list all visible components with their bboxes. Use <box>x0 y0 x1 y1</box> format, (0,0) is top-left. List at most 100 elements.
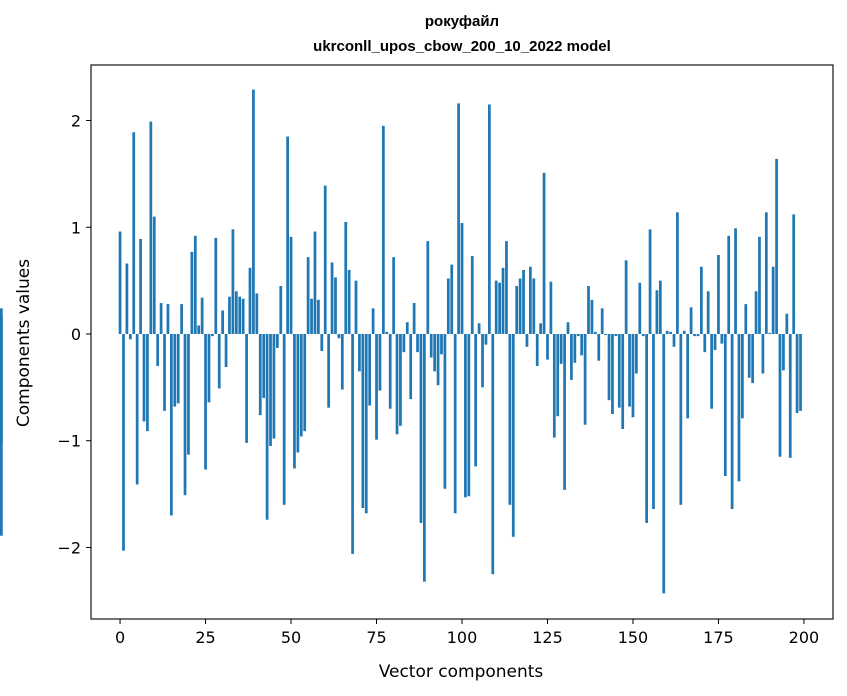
y-tick-label-0: 0 <box>71 325 81 344</box>
bar-39 <box>252 89 255 334</box>
bar-95 <box>443 333 447 489</box>
x-axis-ticks: 0 25 50 75 100 125 150 175 200 <box>115 619 819 647</box>
bar-11 <box>156 333 160 367</box>
x-tick-label-125: 125 <box>532 628 563 647</box>
bar-199 <box>799 333 802 411</box>
bar-126 <box>549 281 553 334</box>
bar-7 <box>142 333 146 422</box>
bar-67 <box>347 269 351 334</box>
bar-44 <box>269 333 272 447</box>
bar-136 <box>583 333 587 425</box>
bar-5 <box>135 333 139 485</box>
y-tick-label-1: 1 <box>71 218 81 237</box>
bar-123 <box>539 323 543 334</box>
bar-72 <box>364 333 368 514</box>
bar-87 <box>416 333 419 353</box>
bar-undefined <box>0 308 3 334</box>
bar-80 <box>392 257 395 334</box>
bar-71 <box>361 333 365 508</box>
bar-34 <box>234 291 238 334</box>
bar-138 <box>590 299 594 334</box>
bar-45 <box>272 333 276 439</box>
bar-174 <box>713 333 717 351</box>
bar-128 <box>556 333 560 417</box>
bar-82 <box>399 333 402 426</box>
bar-165 <box>682 330 686 334</box>
bar-154 <box>645 333 649 523</box>
bar-193 <box>778 333 782 457</box>
bar-110 <box>494 280 498 334</box>
bar-70 <box>358 333 361 372</box>
bar-20 <box>187 333 190 455</box>
bar-115 <box>511 333 515 537</box>
bar-161 <box>669 331 672 334</box>
bar-190 <box>768 332 772 334</box>
bar-38 <box>248 267 252 334</box>
bar-147 <box>621 333 625 429</box>
bar-163 <box>676 212 679 334</box>
bar-35 <box>238 296 242 334</box>
bar-14 <box>166 304 170 334</box>
bar-184 <box>747 333 751 378</box>
bar-78 <box>385 331 389 334</box>
bar-145 <box>614 333 618 337</box>
bar-127 <box>552 333 556 438</box>
bars-layer <box>0 89 802 594</box>
bar-121 <box>532 278 536 334</box>
bar-119 <box>525 333 529 347</box>
bar-19 <box>183 333 187 496</box>
bar-188 <box>761 333 765 374</box>
bar-52 <box>296 333 300 453</box>
bar-0 <box>118 231 122 334</box>
x-tick-label-150: 150 <box>618 628 649 647</box>
bar-146 <box>617 333 621 408</box>
bar-166 <box>686 333 690 419</box>
bar-90 <box>426 241 430 334</box>
bar-129 <box>559 333 563 364</box>
bar-187 <box>758 236 761 334</box>
bar-3 <box>128 333 132 340</box>
bar-76 <box>378 333 382 391</box>
bar-120 <box>529 266 532 334</box>
x-tick-label-25: 25 <box>195 628 215 647</box>
bar-94 <box>440 333 443 355</box>
bar-61 <box>327 333 331 408</box>
bar-150 <box>631 333 635 418</box>
bar-108 <box>487 104 491 334</box>
bar-1 <box>122 333 125 551</box>
bar-153 <box>641 333 645 337</box>
bar-13 <box>163 333 166 411</box>
bar-137 <box>587 285 590 334</box>
bar-2 <box>125 263 129 334</box>
bar-30 <box>221 310 225 334</box>
bar-83 <box>402 333 406 353</box>
bar-195 <box>785 313 789 334</box>
bar-6 <box>139 238 142 334</box>
bar-181 <box>737 333 741 482</box>
bar-15 <box>169 333 173 516</box>
bar-140 <box>597 333 601 361</box>
bar-134 <box>576 333 580 337</box>
bar-156 <box>652 333 655 510</box>
bar-125 <box>546 333 549 360</box>
bar-97 <box>450 264 454 334</box>
bar-18 <box>180 304 183 334</box>
y-tick-label--2: −2 <box>57 538 81 557</box>
bar-63 <box>334 277 337 334</box>
bar-23 <box>197 325 201 334</box>
bar-168 <box>693 333 696 337</box>
bar-32 <box>228 296 231 334</box>
bar-54 <box>303 333 307 432</box>
bar-21 <box>190 251 194 334</box>
bar-122 <box>535 333 539 367</box>
bar-133 <box>573 333 577 363</box>
bar-53 <box>299 333 303 437</box>
x-tick-label-50: 50 <box>281 628 301 647</box>
bar-186 <box>754 291 758 334</box>
bar-178 <box>727 235 731 334</box>
bar-28 <box>214 237 218 334</box>
bar-10 <box>152 216 156 334</box>
bar-33 <box>231 229 235 334</box>
